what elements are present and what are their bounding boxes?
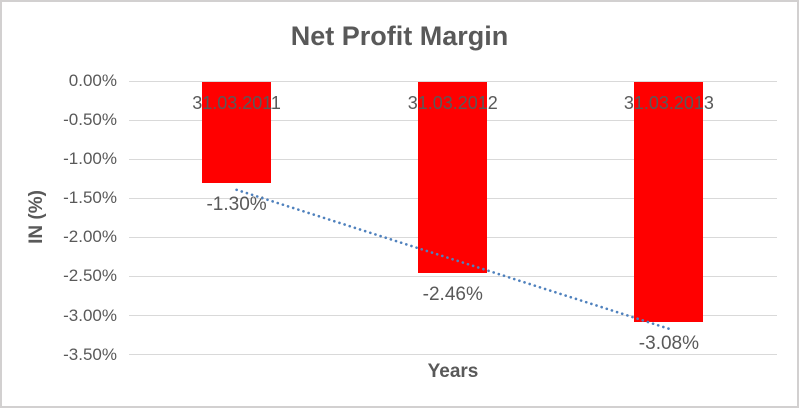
chart-title: Net Profit Margin xyxy=(290,21,509,51)
y-tick-label: -0.50% xyxy=(63,110,117,130)
category-label: 31.03.2013 xyxy=(623,93,714,113)
y-tick-label: -1.00% xyxy=(63,149,117,169)
data-label: -3.08% xyxy=(638,332,699,354)
y-tick-label: 0.00% xyxy=(68,71,117,91)
bar xyxy=(202,82,272,183)
y-tick-label: -3.50% xyxy=(63,344,117,364)
y-tick-label: -2.50% xyxy=(63,266,117,286)
bar xyxy=(634,82,704,322)
x-axis-title: Years xyxy=(427,361,479,382)
data-label: -1.30% xyxy=(206,193,267,215)
y-tick-label: -1.50% xyxy=(63,188,117,208)
gridline xyxy=(128,80,777,82)
category-label: 31.03.2012 xyxy=(407,93,498,113)
category-label: 31.03.2011 xyxy=(192,93,281,113)
data-label: -2.46% xyxy=(422,284,483,306)
y-tick-label: -3.00% xyxy=(63,305,117,325)
y-tick-label: -2.00% xyxy=(63,227,117,247)
gridline xyxy=(128,354,777,356)
